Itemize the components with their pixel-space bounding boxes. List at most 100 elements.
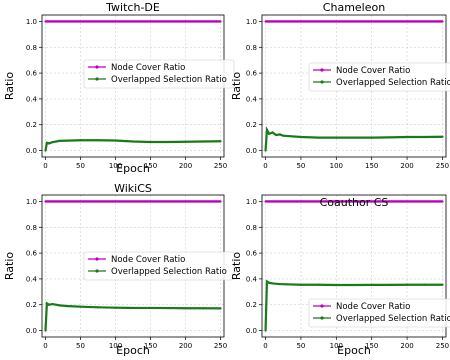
x-axis-label: Epoch: [337, 344, 371, 357]
data-point: [219, 200, 222, 203]
chart-title: Chameleon: [323, 1, 385, 14]
y-tick-label: 1.0: [26, 198, 37, 206]
data-point: [264, 20, 267, 23]
x-tick-label: 0: [43, 162, 47, 170]
legend-label: Overlapped Selection Ratio: [111, 75, 227, 85]
data-point: [370, 20, 373, 23]
data-point: [317, 283, 320, 286]
data-point: [114, 306, 117, 309]
y-tick-label: 0.2: [246, 301, 257, 309]
data-point: [299, 283, 303, 286]
data-point: [219, 20, 222, 23]
y-tick-label: 0.4: [26, 275, 38, 283]
data-point: [299, 135, 303, 139]
data-point: [58, 304, 61, 307]
data-point: [388, 136, 391, 139]
series-line-overlapped: [264, 126, 443, 151]
data-point: [58, 139, 61, 142]
plot-frame: [261, 194, 447, 338]
y-tick-label: 0.6: [26, 70, 38, 78]
legend-marker: [95, 257, 99, 261]
data-point: [114, 200, 117, 203]
data-point: [271, 282, 274, 285]
data-point: [79, 139, 82, 142]
data-point: [51, 141, 54, 144]
y-tick-label: 0.8: [26, 44, 37, 52]
data-point: [423, 283, 426, 286]
data-point: [370, 136, 373, 139]
data-point: [264, 329, 267, 332]
data-point: [335, 200, 338, 203]
data-point: [405, 283, 409, 286]
data-point: [114, 20, 117, 23]
data-point: [44, 329, 47, 332]
data-point: [441, 200, 444, 203]
chart-panel-1: 0.0 0.2 0.4 0.6 0.8 1.0 0 50 100 150 200 250 Twitch-…: [3, 1, 235, 175]
x-tick-label: 200: [179, 342, 192, 350]
legend-marker: [95, 65, 99, 69]
x-tick-label: 50: [296, 162, 305, 170]
x-tick-label: 250: [214, 162, 227, 170]
data-point: [441, 135, 444, 138]
y-tick-label: 1.0: [246, 18, 257, 26]
data-point: [201, 140, 205, 143]
x-tick-label: 50: [76, 162, 85, 170]
data-point: [423, 135, 426, 139]
data-point: [317, 136, 320, 139]
legend-marker: [320, 80, 324, 84]
y-tick-label: 0.8: [246, 224, 257, 232]
data-point: [405, 20, 409, 23]
y-tick-label: 0.6: [246, 70, 258, 78]
data-point: [131, 306, 135, 310]
data-point: [267, 132, 271, 135]
data-point: [166, 140, 170, 144]
data-point: [51, 302, 54, 306]
y-tick-label: 0.4: [26, 95, 38, 103]
data-point: [299, 20, 303, 23]
legend-label: Node Cover Ratio: [336, 66, 410, 76]
data-point: [184, 307, 187, 310]
data-point: [370, 283, 373, 286]
data-point: [44, 20, 47, 23]
legend-box: [308, 62, 450, 92]
legend-box: [308, 298, 450, 328]
y-tick-label: 0.0: [246, 327, 257, 335]
legend-label: Node Cover Ratio: [111, 255, 185, 265]
legend-marker: [320, 68, 324, 72]
data-point: [335, 136, 338, 139]
legend-box: [83, 251, 235, 281]
y-tick-label: 1.0: [246, 198, 257, 206]
data-point: [352, 136, 356, 139]
legend-label: Node Cover Ratio: [111, 63, 185, 73]
x-tick-label: 0: [263, 342, 267, 350]
data-point: [45, 302, 49, 305]
x-tick-label: 200: [400, 342, 413, 350]
x-tick-label: 100: [330, 342, 343, 350]
data-point: [271, 131, 274, 134]
data-point: [388, 283, 391, 286]
legend-marker: [95, 269, 99, 273]
data-point: [264, 149, 267, 152]
data-point: [265, 128, 269, 131]
x-tick-label: 250: [436, 162, 449, 170]
data-point: [335, 20, 338, 23]
legend-marker: [320, 316, 324, 320]
data-point: [335, 283, 338, 287]
y-tick-label: 0.2: [26, 301, 37, 309]
y-tick-label: 0.4: [246, 95, 258, 103]
y-tick-label: 0.2: [26, 121, 37, 129]
y-axis-label: Ratio: [230, 252, 243, 281]
data-point: [166, 306, 170, 310]
data-point: [47, 142, 51, 145]
chart-title: Coauthor CS: [320, 196, 389, 209]
data-point: [184, 200, 187, 203]
data-point: [278, 282, 281, 286]
x-tick-label: 150: [365, 342, 378, 350]
data-point: [96, 139, 100, 142]
data-point: [441, 283, 444, 286]
data-point: [278, 133, 281, 136]
data-point: [405, 135, 409, 139]
data-point: [44, 200, 47, 203]
chart-panel-4: 0.0 0.2 0.4 0.6 0.8 1.0 0 50 100 150 200 250 Coautho…: [230, 194, 450, 357]
x-tick-label: 0: [263, 162, 267, 170]
